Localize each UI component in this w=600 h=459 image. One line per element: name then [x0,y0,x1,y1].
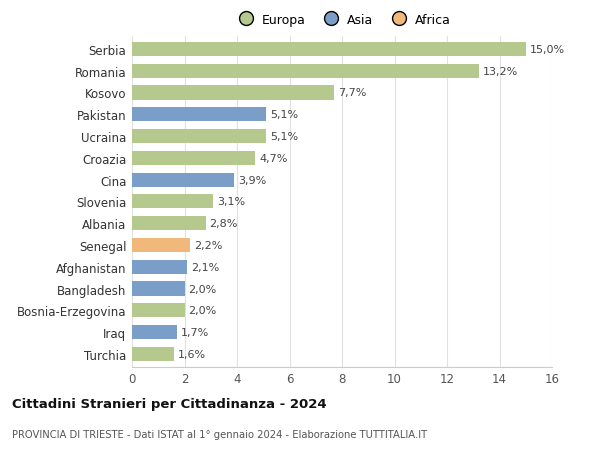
Text: 13,2%: 13,2% [482,67,518,77]
Text: 3,1%: 3,1% [217,197,245,207]
Text: PROVINCIA DI TRIESTE - Dati ISTAT al 1° gennaio 2024 - Elaborazione TUTTITALIA.I: PROVINCIA DI TRIESTE - Dati ISTAT al 1° … [12,429,427,439]
Text: 2,1%: 2,1% [191,262,220,272]
Text: 15,0%: 15,0% [530,45,565,55]
Text: 2,0%: 2,0% [188,284,217,294]
Bar [132,173,235,187]
Text: Cittadini Stranieri per Cittadinanza - 2024: Cittadini Stranieri per Cittadinanza - 2… [12,397,326,410]
Bar [132,303,185,318]
Bar [132,217,205,231]
Text: 2,8%: 2,8% [209,218,238,229]
Bar [132,64,479,78]
Bar [132,108,266,122]
Bar [132,325,176,340]
Text: 7,7%: 7,7% [338,88,367,98]
Text: 2,0%: 2,0% [188,306,217,316]
Bar [132,129,266,144]
Bar [132,347,174,361]
Bar [132,260,187,274]
Bar [132,195,214,209]
Text: 5,1%: 5,1% [270,110,298,120]
Bar [132,282,185,296]
Text: 1,6%: 1,6% [178,349,206,359]
Text: 5,1%: 5,1% [270,132,298,142]
Text: 3,9%: 3,9% [238,175,266,185]
Bar [132,86,334,101]
Text: 2,2%: 2,2% [194,241,222,251]
Bar [132,238,190,252]
Text: 4,7%: 4,7% [259,153,287,163]
Bar [132,151,256,166]
Bar [132,43,526,57]
Legend: Europa, Asia, Africa: Europa, Asia, Africa [230,10,454,30]
Text: 1,7%: 1,7% [181,327,209,337]
